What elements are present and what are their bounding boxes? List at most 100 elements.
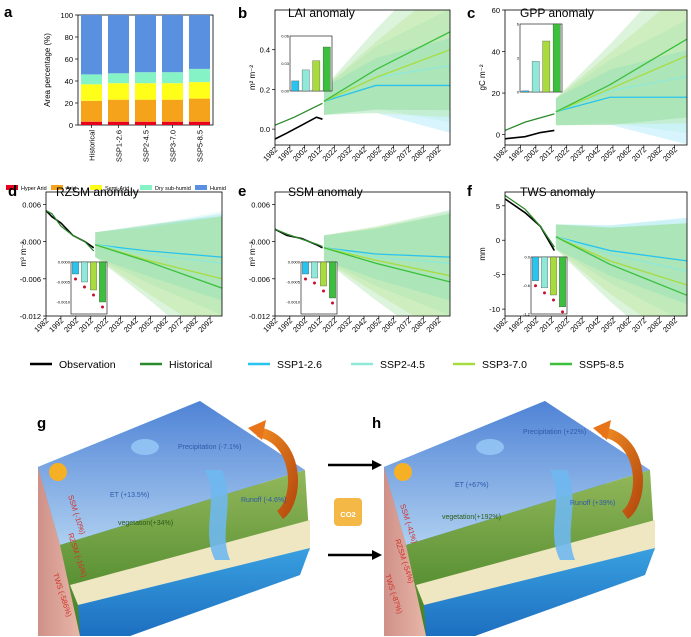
xtick-label: 2052 [599,316,617,334]
uncertainty-band-ssp3-7.0 [555,10,687,126]
ytick-label: 0 [496,131,500,140]
panel-frame [274,191,451,317]
series-line-ssp3-7.0 [555,236,687,286]
inset-tick-label: -0.0005 [286,280,300,285]
panel-a-bar-segment [188,68,211,83]
co2-icon [334,498,362,526]
xtick-label: 2052 [365,316,383,334]
panel-a-bar-segment [188,15,211,69]
xtick-label: 2082 [410,316,428,334]
xtick-label: 2012 [538,316,556,334]
panel-label: e [238,183,246,200]
series-legend: Observation Historical SSP1-2.6 SSP2-4.5 SSP… [30,359,624,371]
panel-a-bar-segment [134,83,157,100]
inset-bar-chart: -0.0010 -0.0005 0.0000 [56,260,108,315]
series-line-ssp1-2.6 [323,247,450,258]
transition-arrows: CO2 [328,460,382,560]
inset-bar [301,69,310,92]
panel-a-legend-swatch [140,185,152,190]
ytick-label: -0.012 [20,312,41,321]
series-line-ssp5-8.5 [555,236,687,296]
panel-a-bar-segment [107,99,130,122]
panel-a-ytick-label: 0 [69,121,73,130]
panel-ylabel: m³ m⁻³ [19,241,28,266]
scenario-g-beach [70,520,310,610]
inset-bar-chart: -1.2 -0.6 0.0 [523,255,568,317]
panel-ylabel: m² m⁻² [248,65,257,90]
inset-bar [312,60,321,92]
panel-a-bar-segment [134,99,157,122]
series-line-ssp5-8.5 [95,244,222,289]
panel-e: e SSM anomaly m³ m⁻³ -0.012 -0.006 0.000 0.006… [238,183,451,334]
panel-title: RZSM anomaly [56,185,139,199]
inset-bar [302,261,309,275]
scenario-h-arrow-head [593,420,611,440]
series-line-historical [275,102,323,126]
panel-a-bar-segment [161,99,184,122]
inset-bar [291,80,300,92]
panel-label: f [467,183,473,200]
uncertainty-band-ssp3-7.0 [95,216,222,316]
ytick-label: -0.006 [249,275,270,284]
panel-a-legend-label: Dry sub-humid [155,186,191,192]
xtick-label: 1982 [261,145,279,163]
inset-marker [92,293,95,297]
series-line-historical [275,228,323,248]
series-line-historical [505,194,555,248]
ytick-label: 5 [496,202,500,211]
series-line-historical [46,210,95,252]
panel-a-bar-segment [188,98,211,122]
legend-label: SSP2-4.5 [380,359,425,371]
panel-label: c [467,5,475,22]
ytick-label: 20 [492,89,500,98]
inset-tick-label: 0.00 [281,89,290,94]
series-line-ssp1-2.6 [95,244,222,258]
xtick-label: 2082 [410,145,428,163]
inset-tick-label: 0.06 [281,34,290,39]
panel-a-bar-segment [107,83,130,100]
panel-a-bar-segment [161,83,184,100]
panel-ylabel: mm [478,247,487,261]
scenario-h-label: h [372,415,381,432]
panel-a-bar-segment [80,84,103,101]
panel-a-ytick-label: 60 [65,55,73,64]
inset-marker [313,281,316,285]
scenario-h-illustration: h Precipitation (+22%) ET (+67%) Runoff … [372,401,655,636]
ytick-label: 60 [492,6,500,15]
xtick-label: 2022 [321,316,339,334]
ytick-label: 0.000 [22,238,41,247]
ytick-label: 0.006 [22,200,41,209]
uncertainty-band-ssp2-4.5 [555,19,687,134]
inset-bar [322,46,331,92]
scenario-h-soil [384,467,426,636]
scenario-g-sea [78,548,310,636]
inset-tick-label: 0.0000 [58,260,71,265]
panel-a-label: a [4,4,13,21]
inset-bar [531,61,540,93]
series-line-ssp3-7.0 [555,55,687,113]
panel-a-bar-segment [161,121,184,125]
series-line-ssp5-8.5 [555,38,687,113]
inset-bar [320,261,327,287]
uncertainty-band-ssp2-4.5 [323,211,450,316]
xtick-label: 1982 [491,316,509,334]
inset-tick-label: -0.0005 [56,280,70,285]
panel-a-bar-segment [107,121,130,125]
xtick-label: 2092 [424,316,442,334]
xtick-label: 2092 [424,145,442,163]
panel-a-xtick-label: SSP5-8.5 [196,130,205,162]
scenario-h-beach [416,520,655,610]
xtick-label: 1992 [507,145,525,163]
inset-bar [550,256,557,296]
inset-bar [329,261,336,299]
series-line-ssp1-2.6 [323,84,450,102]
inset-bar [81,261,88,283]
panel-title: SSM anomaly [288,185,363,199]
panel-a-bar-segment [134,72,157,84]
uncertainty-band-ssp5-8.5 [95,216,222,316]
scenario-g-et: ET (+13.5%) [110,492,149,499]
inset-bar [311,261,318,279]
